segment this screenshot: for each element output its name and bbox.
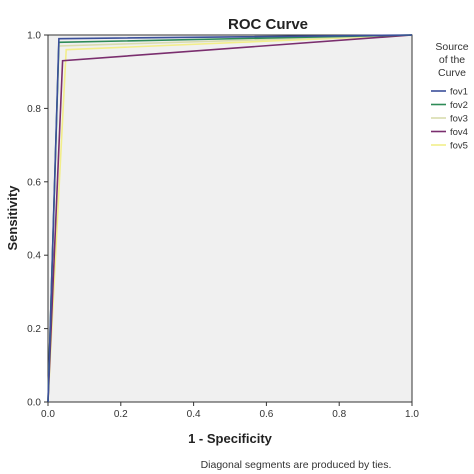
y-tick-label: 0.8	[27, 104, 41, 115]
x-tick-label: 0.0	[41, 409, 55, 420]
series-line-fov1	[47, 34, 413, 403]
series-line-fov4	[47, 34, 413, 403]
series-line-fov5	[47, 34, 413, 403]
legend-label-fov3: fov3	[450, 114, 468, 125]
x-tick-label: 0.4	[187, 409, 201, 420]
x-tick-label: 0.2	[114, 409, 128, 420]
y-axis-title: Sensitivity	[5, 185, 20, 251]
x-axis-ticks: 0.0 0.2 0.4 0.6 0.8 1.0	[41, 402, 419, 420]
y-tick-label: 0.6	[27, 177, 41, 188]
x-axis-title: 1 - Specificity	[188, 431, 273, 446]
footnote: Diagonal segments are produced by ties.	[201, 459, 392, 471]
chart-title: ROC Curve	[228, 16, 308, 33]
y-tick-label: 0.4	[27, 251, 41, 262]
legend: Source of the Curve fov1 fov2 fov3 fov4 fov5	[431, 41, 469, 152]
legend-label-fov1: fov1	[450, 87, 468, 98]
x-tick-label: 0.8	[332, 409, 346, 420]
legend-label-fov5: fov5	[450, 141, 468, 152]
plot-area	[47, 34, 413, 403]
series-group	[47, 34, 413, 403]
legend-title-line-1: Source	[435, 41, 468, 53]
legend-title-line-2: of the	[439, 54, 465, 66]
y-axis-ticks: 0.0 0.2 0.4 0.6 0.8 1.0	[27, 31, 48, 409]
y-tick-label: 0.2	[27, 324, 41, 335]
y-tick-label: 0.0	[27, 398, 41, 409]
legend-label-fov2: fov2	[450, 100, 468, 111]
x-tick-label: 0.6	[259, 409, 273, 420]
legend-title-line-3: Curve	[438, 67, 466, 79]
y-tick-label: 1.0	[27, 31, 41, 42]
legend-label-fov4: fov4	[450, 127, 468, 138]
x-tick-label: 1.0	[405, 409, 419, 420]
